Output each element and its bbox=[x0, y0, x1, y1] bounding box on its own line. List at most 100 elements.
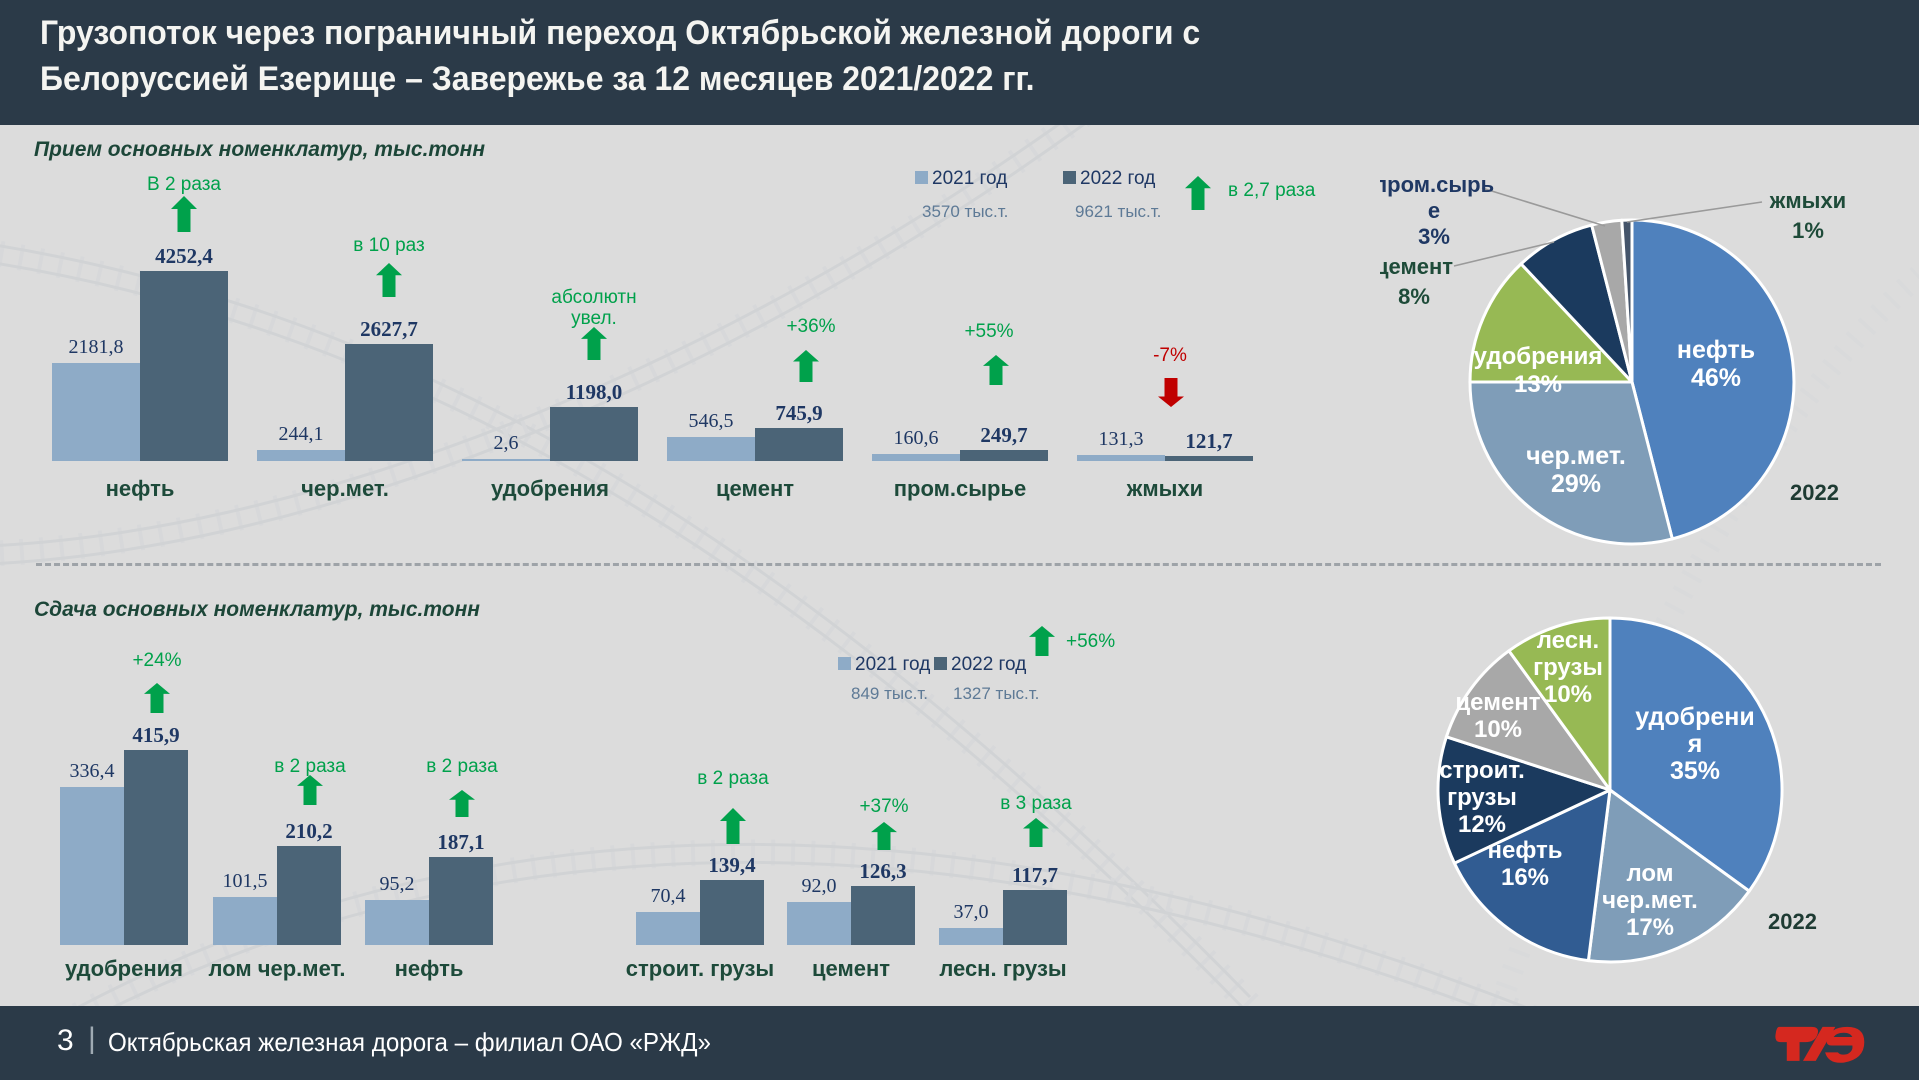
pie-slice-удобрения bbox=[1608, 616, 1784, 893]
legend-swatch bbox=[934, 657, 947, 670]
value-label: 745,9 bbox=[775, 401, 823, 425]
increase-arrow-icon bbox=[983, 355, 1009, 385]
legend-label: 2021 год bbox=[855, 654, 931, 675]
growth-annotation-line: В 2 раза bbox=[147, 174, 221, 195]
bar-2021-нефть bbox=[52, 363, 140, 461]
bar-2021-нефть bbox=[365, 900, 429, 945]
value-label: 210,2 bbox=[285, 819, 333, 843]
value-label: 37,0 bbox=[953, 901, 989, 923]
pie-year-label: 2022 bbox=[1768, 909, 1817, 934]
growth-annotation-line: -7% bbox=[1153, 345, 1187, 366]
value-label: 415,9 bbox=[132, 723, 180, 747]
increase-arrow-icon bbox=[720, 808, 746, 844]
section-title-dispatch: Сдача основных номенклатур, тыс.тонн bbox=[34, 598, 480, 621]
slide-footer: 3 | Октябрьская железная дорога – филиал… bbox=[0, 1006, 1919, 1080]
pie-leader-line bbox=[1626, 201, 1763, 223]
decrease-arrow-icon bbox=[1158, 378, 1184, 407]
bar-2021-цемент bbox=[667, 437, 755, 461]
value-label: 4252,4 bbox=[155, 244, 213, 268]
legend-label: 2022 год bbox=[1080, 168, 1156, 189]
receiving-structure-pie-chart: нефть 46% чер.мет. 29% удобрения 13% цемент 8%п… bbox=[1380, 172, 1846, 546]
value-label: 2,6 bbox=[493, 432, 519, 454]
bar-2022-удобрения bbox=[124, 750, 188, 945]
rzd-logo bbox=[1775, 1026, 1865, 1063]
value-label: 2627,7 bbox=[360, 317, 418, 341]
bar-2022-удобрения bbox=[550, 407, 638, 461]
category-label: нефть bbox=[105, 476, 175, 501]
pie-slice-нефть bbox=[1630, 218, 1796, 541]
increase-arrow-icon bbox=[297, 775, 323, 805]
bar-2021-пром.сырье bbox=[872, 454, 960, 461]
growth-annotation-line: в 2 раза bbox=[426, 756, 498, 777]
pie-label-цемент: цемент 8% bbox=[1380, 254, 1453, 309]
value-label: 101,5 bbox=[222, 870, 268, 892]
bar-2021-лесн. грузы bbox=[939, 928, 1003, 945]
category-label: лесн. грузы bbox=[939, 956, 1067, 981]
growth-annotation-line: в 2 раза bbox=[697, 768, 769, 789]
value-label: 70,4 bbox=[650, 885, 686, 907]
pie-slice-строит. грузы bbox=[1436, 735, 1612, 865]
growth-annotation-line: в 2 раза bbox=[274, 756, 346, 777]
pie-label-чер.мет.: чер.мет. 29% bbox=[1526, 442, 1626, 498]
legend-total: 1327 тыс.т. bbox=[953, 684, 1040, 703]
legend-swatch bbox=[915, 171, 928, 184]
category-label: строит. грузы bbox=[625, 956, 775, 981]
slide-header: Грузопоток через пограничный переход Окт… bbox=[0, 0, 1919, 125]
value-label: 139,4 bbox=[708, 853, 756, 877]
growth-annotation: в 2 раза bbox=[352, 756, 572, 777]
pie-label-удобрения: удобрени я 35% bbox=[1635, 703, 1755, 785]
increase-arrow-icon bbox=[1029, 626, 1055, 656]
value-label: 95,2 bbox=[379, 873, 415, 895]
growth-annotation: -7% bbox=[1060, 345, 1280, 366]
category-label: чер.мет. bbox=[301, 476, 389, 501]
pie-label-удобрения: удобрения 13% bbox=[1474, 343, 1603, 398]
bar-2022-нефть bbox=[140, 271, 228, 461]
value-label: 160,6 bbox=[893, 427, 939, 449]
slide-title-line1: Грузопоток через пограничный переход Окт… bbox=[40, 14, 1201, 52]
category-label: цемент bbox=[715, 476, 795, 501]
bar-2022-цемент bbox=[755, 428, 843, 461]
growth-annotation-line: +37% bbox=[859, 796, 909, 817]
growth-annotation: в 2 раза bbox=[623, 768, 843, 789]
slide-title-line2: Белоруссией Езерище – Завережье за 12 ме… bbox=[40, 60, 1035, 98]
growth-annotation: +24% bbox=[47, 650, 267, 671]
legend-total: 3570 тыс.т. bbox=[922, 202, 1009, 221]
value-label: 131,3 bbox=[1098, 428, 1144, 450]
bar-2022-нефть bbox=[429, 857, 493, 945]
increase-arrow-icon bbox=[449, 790, 475, 817]
value-label: 117,7 bbox=[1011, 863, 1059, 887]
pie-leader-line bbox=[1453, 241, 1555, 267]
category-label: цемент bbox=[811, 956, 891, 981]
value-label: 1198,0 bbox=[565, 380, 623, 404]
value-label: 249,7 bbox=[980, 423, 1028, 447]
growth-annotation: +37% bbox=[774, 796, 994, 817]
bar-2022-лом чер.мет. bbox=[277, 846, 341, 945]
increase-arrow-icon bbox=[1023, 818, 1049, 847]
increase-arrow-icon bbox=[1185, 176, 1211, 210]
growth-annotation-line: +55% bbox=[964, 321, 1014, 342]
pie-label-пром.сырье: пром.сырь е 3% bbox=[1380, 172, 1494, 249]
value-label: 126,3 bbox=[859, 859, 907, 883]
pie-label-лесн. грузы: лесн. грузы 10% bbox=[1533, 627, 1603, 708]
legend-swatch bbox=[838, 657, 851, 670]
pie-year-label: 2022 bbox=[1790, 480, 1839, 505]
value-label: 187,1 bbox=[437, 830, 485, 854]
pie-slice-удобрения bbox=[1468, 262, 1634, 384]
value-label: 336,4 bbox=[69, 760, 115, 782]
pie-label-лом чер.мет.: лом чер.мет. 17% bbox=[1602, 860, 1698, 941]
bar-2022-цемент bbox=[851, 886, 915, 945]
increase-arrow-icon bbox=[376, 263, 402, 297]
increase-arrow-icon bbox=[144, 683, 170, 713]
section-divider bbox=[36, 563, 1881, 566]
category-label: лом чер.мет. bbox=[208, 956, 346, 981]
growth-annotation-line: +24% bbox=[132, 650, 182, 671]
bar-2022-строит. грузы bbox=[700, 880, 764, 945]
value-label: 244,1 bbox=[278, 423, 324, 445]
pie-slice-чер.мет. bbox=[1468, 380, 1674, 546]
pie-slice-лесн. грузы bbox=[1507, 616, 1612, 792]
legend-label: 2022 год bbox=[951, 654, 1027, 675]
bar-2022-чер.мет. bbox=[345, 344, 433, 461]
growth-annotation-line: в 3 раза bbox=[1000, 793, 1072, 814]
growth-annotation: в 2 раза bbox=[200, 756, 420, 777]
